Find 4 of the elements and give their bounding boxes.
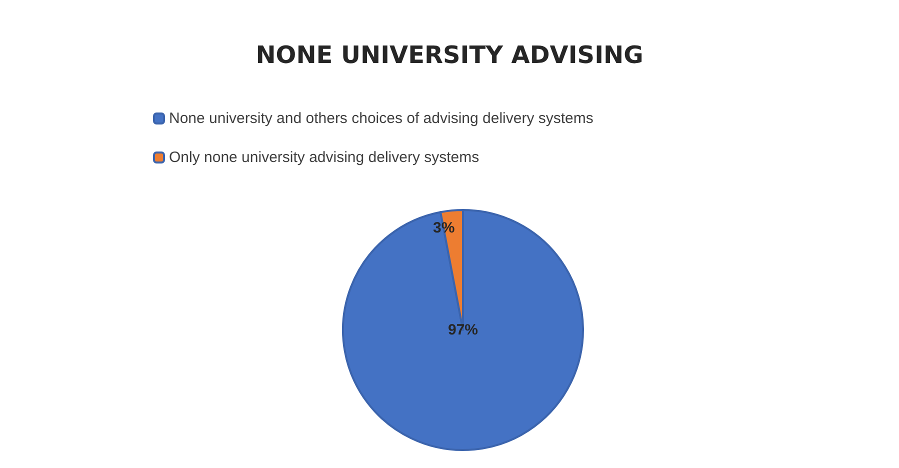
- data-label: 97%: [448, 322, 478, 338]
- legend-label: None university and others choices of advising delivery systems: [169, 110, 594, 127]
- chart-title: NONE UNIVERSITY ADVISING: [256, 41, 644, 69]
- legend-label: Only none university advising delivery systems: [169, 149, 480, 166]
